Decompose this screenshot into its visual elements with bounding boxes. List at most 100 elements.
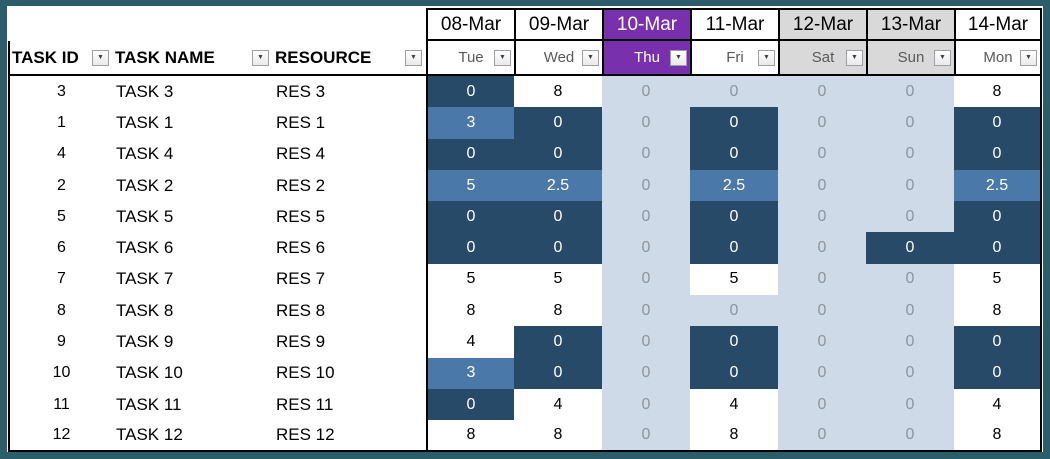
value-cell[interactable]: 0 [866,388,954,421]
filter-button[interactable]: ▼ [494,49,511,66]
filter-button[interactable]: ▼ [934,49,951,66]
task-id-cell[interactable]: 9 [8,326,113,358]
value-cell[interactable]: 8 [954,76,1042,108]
value-cell[interactable]: 0 [778,357,866,389]
task-name-cell[interactable]: TASK 2 [113,169,273,202]
filter-button[interactable]: ▼ [582,49,599,66]
value-cell[interactable]: 5 [426,263,514,296]
value-cell[interactable]: 0 [690,201,778,233]
value-cell[interactable]: 5 [690,263,778,296]
task-name-cell[interactable]: TASK 4 [113,138,273,170]
column-header-cell[interactable]: RESOURCE ▼ [273,41,426,76]
value-cell[interactable]: 3 [426,357,514,389]
task-id-cell[interactable]: 5 [8,201,113,233]
filter-button[interactable]: ▼ [670,49,687,66]
value-cell[interactable]: 8 [514,295,602,327]
value-cell[interactable]: 8 [690,420,778,452]
date-header-cell[interactable]: 10-Mar [602,8,690,41]
value-cell[interactable]: 5 [426,169,514,202]
value-cell[interactable]: 0 [602,388,690,421]
resource-cell[interactable]: RES 5 [273,201,426,233]
value-cell[interactable]: 0 [954,326,1042,358]
value-cell[interactable]: 8 [514,420,602,452]
date-header-cell[interactable]: 09-Mar [514,8,602,41]
value-cell[interactable]: 4 [954,388,1042,421]
value-cell[interactable]: 0 [514,357,602,389]
value-cell[interactable]: 0 [602,263,690,296]
day-header-cell[interactable]: Tue ▼ [426,41,514,76]
value-cell[interactable]: 0 [514,138,602,170]
day-header-cell[interactable]: Sat ▼ [778,41,866,76]
task-name-cell[interactable]: TASK 12 [113,420,273,452]
value-cell[interactable]: 0 [866,138,954,170]
value-cell[interactable]: 0 [778,76,866,108]
value-cell[interactable]: 0 [602,357,690,389]
resource-cell[interactable]: RES 7 [273,263,426,296]
day-header-cell[interactable]: Sun ▼ [866,41,954,76]
task-id-cell[interactable]: 3 [8,76,113,108]
resource-cell[interactable]: RES 9 [273,326,426,358]
task-id-cell[interactable]: 12 [8,420,113,452]
value-cell[interactable]: 0 [602,420,690,452]
value-cell[interactable]: 0 [426,232,514,264]
value-cell[interactable]: 4 [690,388,778,421]
value-cell[interactable]: 8 [426,295,514,327]
value-cell[interactable]: 0 [602,76,690,108]
value-cell[interactable]: 0 [954,357,1042,389]
value-cell[interactable]: 0 [866,420,954,452]
value-cell[interactable]: 0 [954,201,1042,233]
value-cell[interactable]: 0 [602,295,690,327]
value-cell[interactable]: 8 [514,76,602,108]
task-name-cell[interactable]: TASK 10 [113,357,273,389]
task-name-cell[interactable]: TASK 7 [113,263,273,296]
task-name-cell[interactable]: TASK 8 [113,295,273,327]
date-header-cell[interactable]: 13-Mar [866,8,954,41]
value-cell[interactable]: 0 [778,169,866,202]
value-cell[interactable]: 0 [778,326,866,358]
task-id-cell[interactable]: 4 [8,138,113,170]
value-cell[interactable]: 0 [514,326,602,358]
value-cell[interactable]: 0 [778,201,866,233]
value-cell[interactable]: 5 [954,263,1042,296]
task-name-cell[interactable]: TASK 9 [113,326,273,358]
day-header-cell[interactable]: Thu ▼ [602,41,690,76]
value-cell[interactable]: 0 [690,76,778,108]
filter-button[interactable]: ▼ [92,49,109,66]
value-cell[interactable]: 0 [778,295,866,327]
value-cell[interactable]: 0 [426,76,514,108]
day-header-cell[interactable]: Fri ▼ [690,41,778,76]
value-cell[interactable]: 0 [866,76,954,108]
value-cell[interactable]: 0 [954,138,1042,170]
task-name-cell[interactable]: TASK 3 [113,76,273,108]
task-name-cell[interactable]: TASK 11 [113,388,273,421]
filter-button[interactable]: ▼ [758,49,775,66]
task-id-cell[interactable]: 7 [8,263,113,296]
resource-cell[interactable]: RES 10 [273,357,426,389]
resource-cell[interactable]: RES 8 [273,295,426,327]
value-cell[interactable]: 0 [426,388,514,421]
task-name-cell[interactable]: TASK 1 [113,107,273,139]
filter-button[interactable]: ▼ [1020,49,1037,66]
value-cell[interactable]: 0 [602,107,690,139]
value-cell[interactable]: 0 [866,263,954,296]
value-cell[interactable]: 0 [514,232,602,264]
task-id-cell[interactable]: 8 [8,295,113,327]
task-id-cell[interactable]: 2 [8,169,113,202]
value-cell[interactable]: 0 [778,420,866,452]
value-cell[interactable]: 0 [866,357,954,389]
value-cell[interactable]: 0 [514,107,602,139]
filter-button[interactable]: ▼ [252,49,269,66]
resource-cell[interactable]: RES 1 [273,107,426,139]
value-cell[interactable]: 0 [602,138,690,170]
value-cell[interactable]: 0 [602,326,690,358]
value-cell[interactable]: 0 [866,232,954,264]
value-cell[interactable]: 8 [954,420,1042,452]
value-cell[interactable]: 0 [602,201,690,233]
filter-button[interactable]: ▼ [405,49,422,66]
date-header-cell[interactable]: 12-Mar [778,8,866,41]
day-header-cell[interactable]: Mon ▼ [954,41,1042,76]
day-header-cell[interactable]: Wed ▼ [514,41,602,76]
value-cell[interactable]: 0 [602,169,690,202]
task-id-cell[interactable]: 11 [8,388,113,421]
filter-button[interactable]: ▼ [846,49,863,66]
